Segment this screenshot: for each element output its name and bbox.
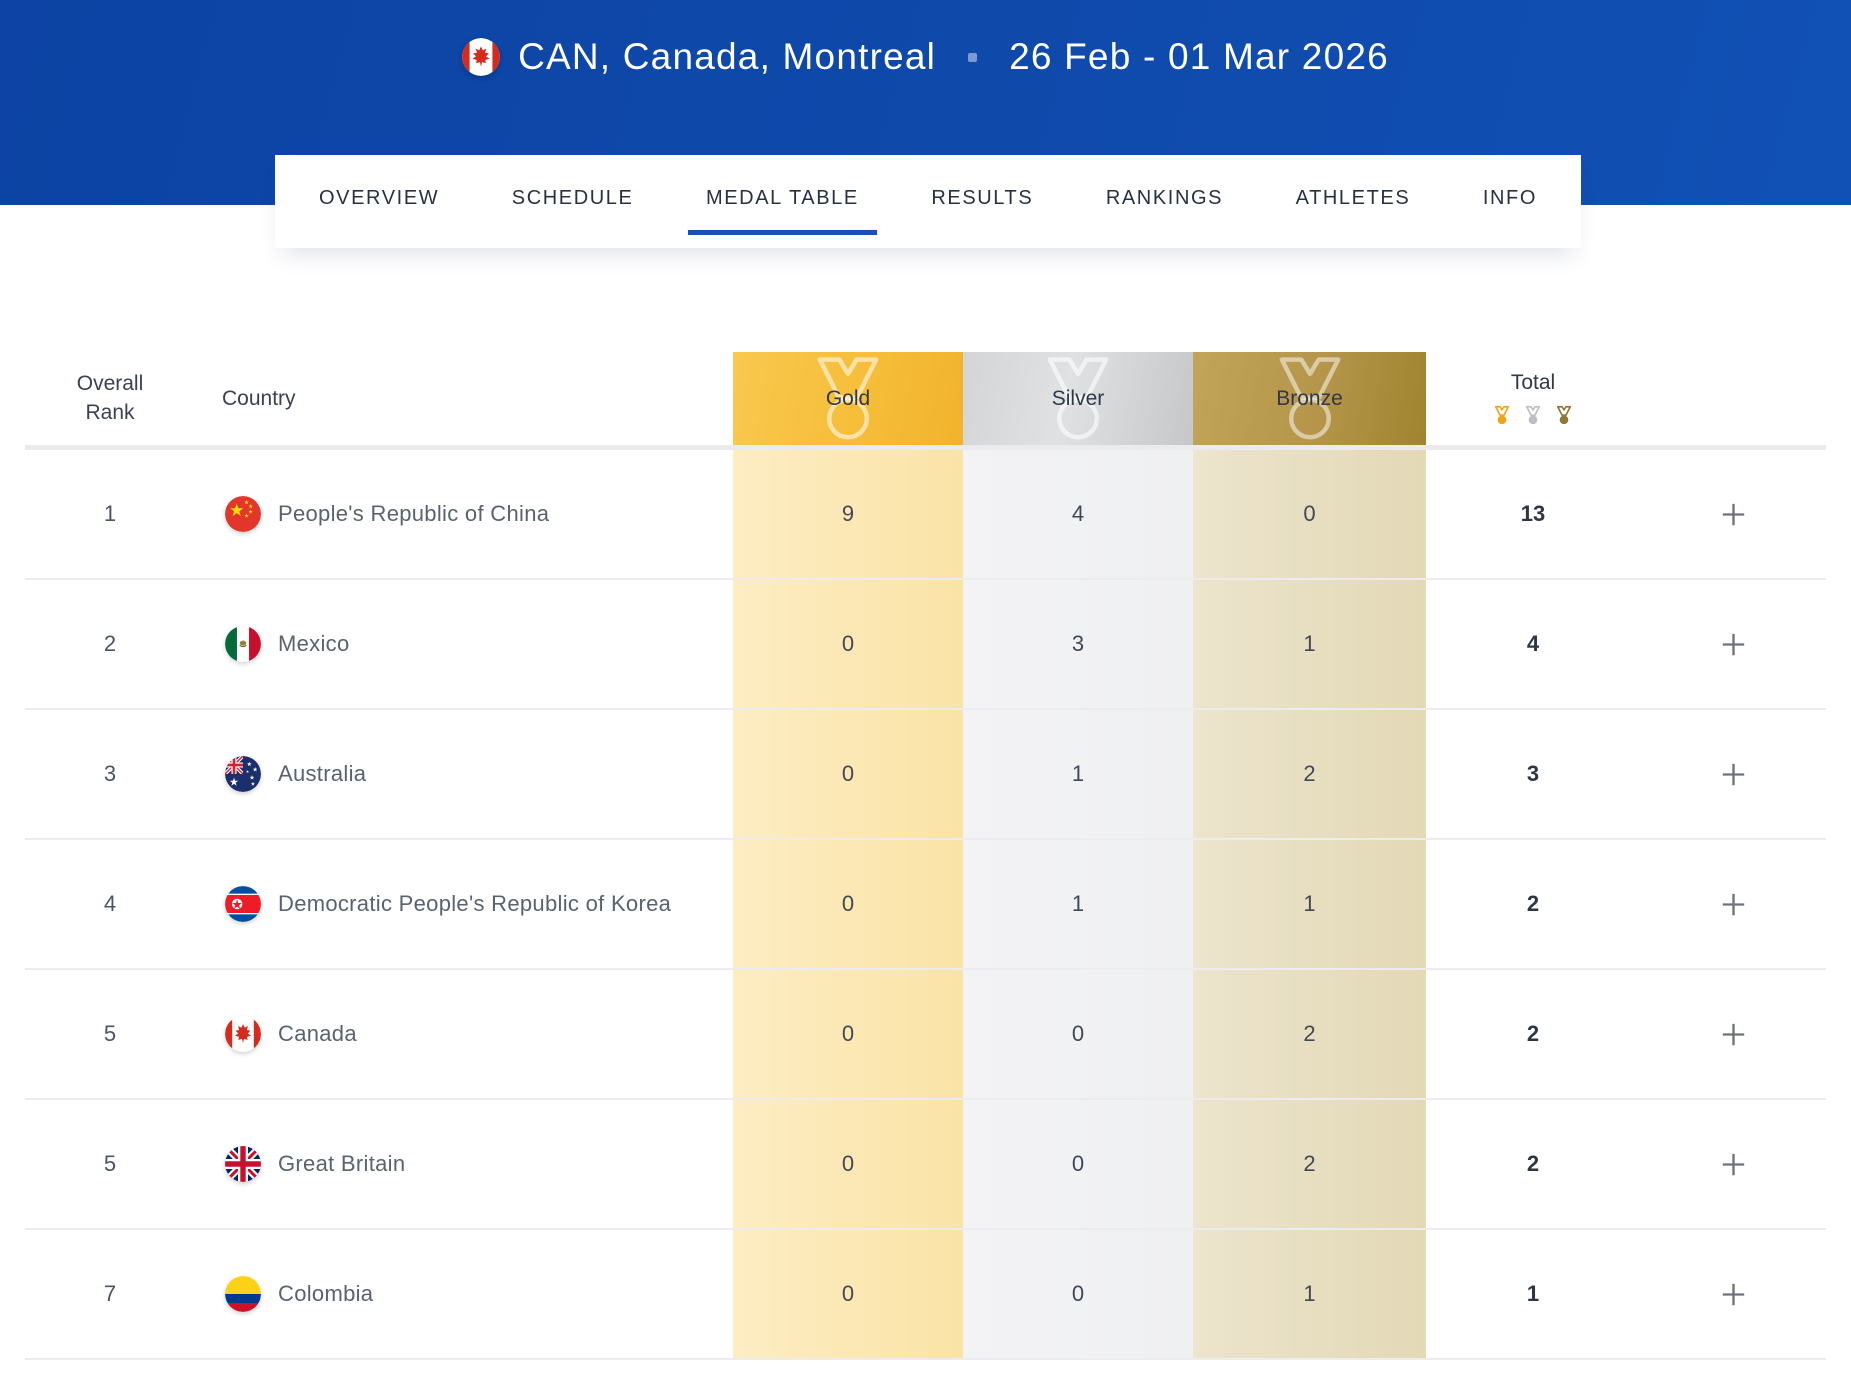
total-count: 2 [1526, 1021, 1540, 1046]
country-name: Australia [278, 760, 367, 786]
bronze-count: 2 [1193, 710, 1426, 838]
silver-count: 0 [963, 1100, 1193, 1228]
plus-icon [1722, 763, 1744, 785]
tab-rankings[interactable]: RANKINGS [1105, 187, 1224, 209]
plus-icon [1722, 503, 1744, 525]
col-header-expand [1640, 352, 1826, 445]
medal-table-header: Overall Rank Country Gold Silver Bronze … [25, 352, 1826, 450]
expand-row-button[interactable] [1711, 752, 1755, 796]
tab-athletes[interactable]: ATHLETES [1295, 187, 1411, 209]
australia-flag-icon [225, 756, 261, 792]
silver-count: 1 [963, 710, 1193, 838]
col-header-total: Total [1426, 352, 1640, 445]
north-korea-flag-icon [225, 886, 261, 922]
gold-count: 0 [733, 1100, 963, 1228]
table-row: 2 Mexico 0 3 1 4 [25, 580, 1826, 710]
china-flag-icon [225, 496, 261, 532]
plus-icon [1722, 1153, 1744, 1175]
gold-count: 0 [733, 970, 963, 1098]
country-name: Colombia [278, 1280, 374, 1306]
total-count: 4 [1526, 631, 1540, 656]
rank-value: 7 [103, 1281, 117, 1306]
medal-table: Overall Rank Country Gold Silver Bronze … [25, 352, 1826, 1360]
country-name: Canada [278, 1020, 357, 1046]
silver-count: 0 [963, 970, 1193, 1098]
expand-row-button[interactable] [1711, 1012, 1755, 1056]
great-britain-flag-icon [225, 1146, 261, 1182]
country-name: People's Republic of China [278, 500, 550, 526]
plus-icon [1722, 633, 1744, 655]
expand-row-button[interactable] [1711, 492, 1755, 536]
bronze-count: 2 [1193, 1100, 1426, 1228]
gold-count: 9 [733, 450, 963, 578]
plus-icon [1722, 893, 1744, 915]
gold-count: 0 [733, 580, 963, 708]
canada-flag-icon [462, 38, 501, 76]
expand-row-button[interactable] [1711, 882, 1755, 926]
col-header-overall-rank: Overall Rank [76, 372, 144, 424]
rank-value: 2 [103, 631, 117, 656]
silver-count: 4 [963, 450, 1193, 578]
col-header-country: Country [222, 386, 296, 410]
rank-value: 4 [103, 891, 117, 916]
silver-count: 3 [963, 580, 1193, 708]
table-row: 5 Canada 0 0 2 2 [25, 970, 1826, 1100]
expand-row-button[interactable] [1711, 1272, 1755, 1316]
country-name: Great Britain [278, 1150, 406, 1176]
tab-results[interactable]: RESULTS [931, 187, 1034, 209]
rank-value: 3 [103, 761, 117, 786]
event-dates: 26 Feb - 01 Mar 2026 [1009, 36, 1389, 77]
table-row: 4 Democratic People's Republic of Korea … [25, 840, 1826, 970]
gold-count: 0 [733, 1230, 963, 1358]
table-row: 7 Colombia 0 0 1 1 [25, 1230, 1826, 1360]
bronze-count: 1 [1193, 580, 1426, 708]
rank-value: 5 [103, 1151, 117, 1176]
table-row: 1 People's Republic of China 9 [25, 450, 1826, 580]
plus-icon [1722, 1283, 1744, 1305]
table-row: 5 Great Britain 0 0 2 2 [25, 1100, 1826, 1230]
total-count: 2 [1526, 891, 1540, 916]
bronze-count: 2 [1193, 970, 1426, 1098]
rank-value: 1 [103, 501, 117, 526]
silver-count: 0 [963, 1230, 1193, 1358]
plus-icon [1722, 1023, 1744, 1045]
col-header-bronze: Bronze [1193, 352, 1426, 445]
canada-flag-icon [225, 1016, 261, 1052]
expand-row-button[interactable] [1711, 622, 1755, 666]
colombia-flag-icon [225, 1276, 261, 1312]
table-row: 3 [25, 710, 1826, 840]
col-header-gold: Gold [733, 352, 963, 445]
total-count: 1 [1526, 1281, 1540, 1306]
rank-value: 5 [103, 1021, 117, 1046]
silver-medal-icon [1525, 405, 1541, 425]
total-count: 13 [1520, 501, 1546, 526]
gold-count: 0 [733, 710, 963, 838]
silver-count: 1 [963, 840, 1193, 968]
country-name: Mexico [278, 630, 350, 656]
tab-info[interactable]: INFO [1482, 187, 1537, 209]
total-count: 2 [1526, 1151, 1540, 1176]
tab-overview[interactable]: OVERVIEW [319, 187, 440, 209]
bronze-count: 1 [1193, 1230, 1426, 1358]
bronze-count: 1 [1193, 840, 1426, 968]
title-separator [968, 52, 978, 62]
col-header-silver: Silver [963, 352, 1193, 445]
bronze-count: 0 [1193, 450, 1426, 578]
gold-medal-icon [1494, 405, 1510, 425]
bronze-medal-icon [1556, 405, 1572, 425]
event-title: CAN, Canada, Montreal [518, 36, 937, 77]
gold-count: 0 [733, 840, 963, 968]
tab-schedule[interactable]: SCHEDULE [511, 187, 634, 209]
tab-medal-table[interactable]: MEDAL TABLE [688, 155, 877, 242]
total-count: 3 [1526, 761, 1540, 786]
tab-bar: OVERVIEW SCHEDULE MEDAL TABLE RESULTS RA… [275, 155, 1581, 248]
mexico-flag-icon [225, 626, 261, 662]
expand-row-button[interactable] [1711, 1142, 1755, 1186]
country-name: Democratic People's Republic of Korea [278, 890, 672, 916]
